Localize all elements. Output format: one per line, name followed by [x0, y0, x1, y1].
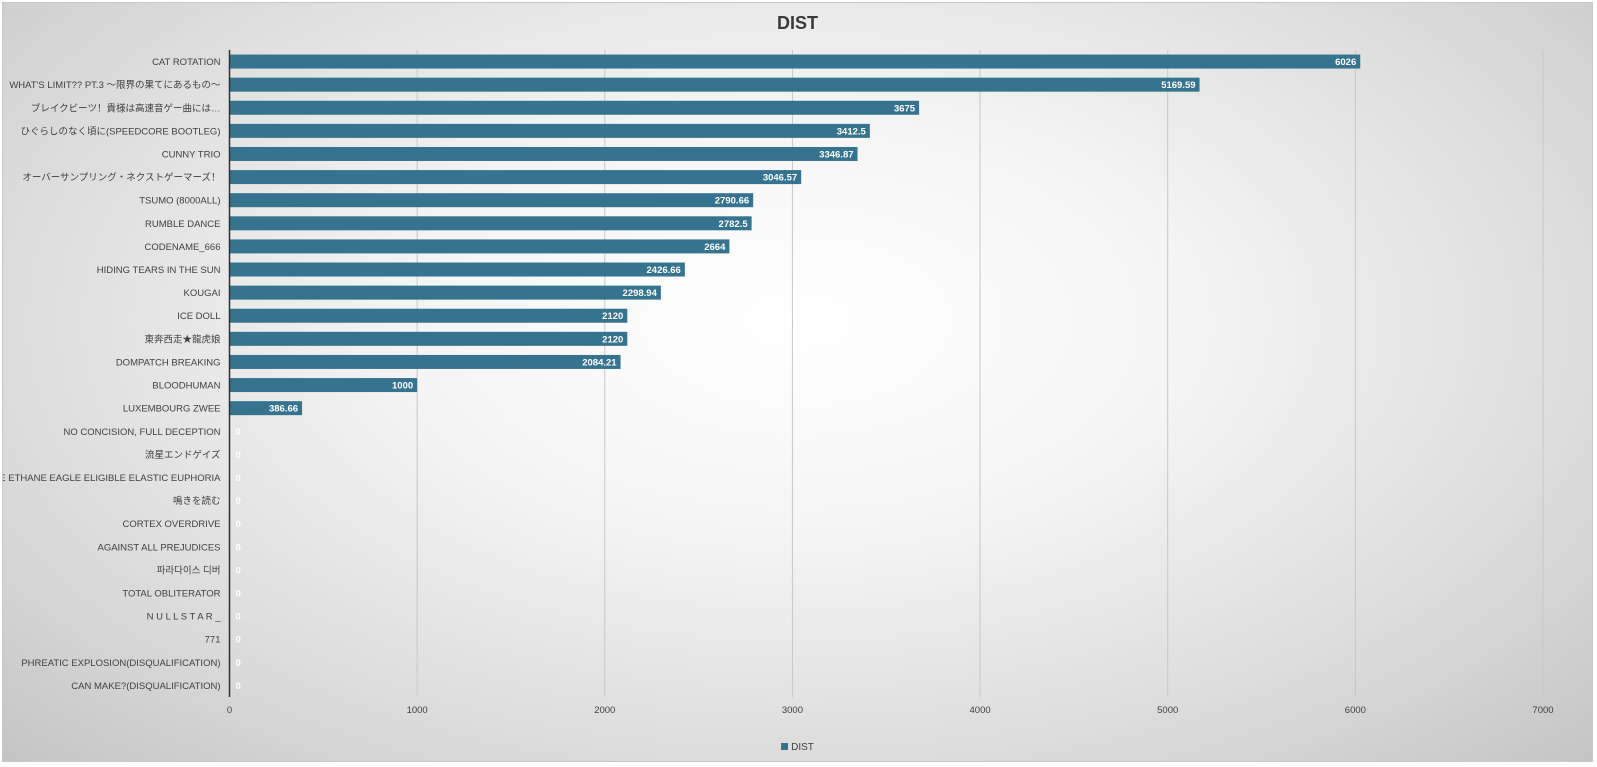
- legend-entry-label: DIST: [791, 742, 814, 753]
- bar: [229, 54, 1361, 69]
- data-label: 0: [236, 542, 241, 553]
- bar: [229, 123, 870, 138]
- bar: [229, 262, 685, 277]
- category-label: BLOODHUMAN: [152, 381, 220, 392]
- category-label: 流星エンドゲイズ: [145, 449, 221, 461]
- category-label: RUMBLE DANCE: [145, 219, 221, 230]
- x-tick-label: 6000: [1345, 705, 1366, 716]
- data-label: 386.66: [269, 404, 298, 415]
- category-label: HIDING TEARS IN THE SUN: [97, 265, 221, 276]
- category-label: 鳴きを読む: [173, 495, 221, 507]
- bar: [229, 170, 802, 185]
- data-label: 0: [236, 565, 241, 576]
- data-label: 2084.21: [582, 357, 617, 368]
- category-label: AGAINST ALL PREJUDICES: [97, 542, 220, 553]
- data-label: 3046.57: [763, 173, 797, 184]
- data-label: 0: [236, 496, 241, 507]
- bar: [229, 77, 1200, 92]
- bar: [229, 354, 621, 369]
- data-label: 3346.87: [819, 149, 853, 160]
- data-label: 2664: [704, 242, 726, 253]
- category-label: ICE DOLL: [177, 311, 220, 322]
- bar: [229, 216, 752, 231]
- category-label: オーバーサンプリング・ネクストゲーマーズ！: [22, 172, 220, 184]
- data-label: 2426.66: [647, 265, 681, 276]
- data-label: 3675: [894, 103, 916, 114]
- bar: [229, 100, 920, 115]
- bar: [229, 378, 418, 393]
- category-label: EDIBLE ETHANE EAGLE ELIGIBLE ELASTIC EUP…: [3, 473, 221, 484]
- bar: [229, 401, 303, 416]
- gridlines: [416, 50, 1544, 697]
- data-label: 6026: [1335, 57, 1356, 68]
- data-label: 0: [236, 658, 241, 669]
- data-label: 3412.5: [837, 126, 867, 137]
- bar: [229, 146, 858, 161]
- data-label: 0: [236, 681, 241, 692]
- legend-swatch: [781, 743, 789, 750]
- data-label: 0: [236, 473, 241, 484]
- chart-title: DIST: [776, 13, 818, 33]
- category-label: 771: [205, 635, 221, 646]
- x-tick-label: 7000: [1532, 705, 1553, 716]
- data-label: 0: [236, 519, 241, 530]
- data-label: 2298.94: [623, 288, 658, 299]
- bars: 6026 5169.59 3675 3412.5 3346.87 3046.57 2790.…: [229, 54, 1361, 692]
- data-label: 2782.5: [719, 219, 749, 230]
- data-label: 1000: [392, 381, 413, 392]
- category-label: CUNNY TRIO: [162, 149, 221, 160]
- category-label: CAN MAKE?(DISQUALIFICATION): [71, 681, 220, 692]
- x-tick-label: 0: [227, 705, 232, 716]
- x-axis-ticks: 0 1000 2000 3000 4000 5000 6000 7000: [227, 705, 1554, 716]
- data-label: 2790.66: [715, 196, 749, 207]
- category-label: TSUMO (8000ALL): [139, 196, 220, 207]
- bar: [229, 193, 754, 208]
- category-label: NO CONCISION, FULL DECEPTION: [64, 427, 221, 438]
- category-labels: CAT ROTATION WHAT'S LIMIT?? PT.3 〜限界の果てにあ…: [3, 57, 221, 692]
- bar-chart: 6026 5169.59 3675 3412.5 3346.87 3046.57 2790.…: [3, 50, 1554, 716]
- category-label: WHAT'S LIMIT?? PT.3 〜限界の果てにあるもの〜: [9, 80, 221, 91]
- category-label: TOTAL OBLITERATOR: [122, 589, 220, 600]
- bar: [229, 331, 628, 346]
- bar: [229, 308, 628, 323]
- category-label: ひぐらしのなく頃に(SPEEDCORE BOOTLEG): [20, 126, 220, 137]
- category-label: 파라다이스 디버: [157, 565, 221, 576]
- x-tick-label: 2000: [594, 705, 615, 716]
- category-label: CORTEX OVERDRIVE: [122, 519, 220, 530]
- x-tick-label: 1000: [407, 705, 428, 716]
- category-label: KOUGAI: [184, 288, 221, 299]
- x-tick-label: 5000: [1157, 705, 1178, 716]
- data-label: 5169.59: [1161, 80, 1195, 91]
- category-label: N U L L S T A R _: [147, 612, 222, 623]
- category-label: CODENAME_666: [144, 242, 220, 253]
- data-label: 2120: [602, 311, 623, 322]
- data-label: 0: [236, 450, 241, 461]
- data-label: 2120: [602, 334, 623, 345]
- bar: [229, 239, 730, 254]
- category-label: LUXEMBOURG ZWEE: [123, 404, 221, 415]
- x-tick-label: 4000: [970, 705, 991, 716]
- bar: [229, 285, 661, 300]
- category-label: ブレイクビーツ！貴様は高速音ゲー曲には…: [31, 102, 221, 114]
- category-label: DOMPATCH BREAKING: [116, 357, 221, 368]
- x-tick-label: 3000: [782, 705, 803, 716]
- data-label: 0: [236, 589, 241, 600]
- category-label: 東奔西走★龍虎娘: [144, 333, 221, 345]
- legend: DIST: [3, 742, 1592, 753]
- category-label: CAT ROTATION: [152, 57, 221, 68]
- data-label: 0: [236, 427, 241, 438]
- data-label: 0: [236, 635, 241, 646]
- category-label: PHREATIC EXPLOSION(DISQUALIFICATION): [21, 658, 220, 669]
- data-label: 0: [236, 612, 241, 623]
